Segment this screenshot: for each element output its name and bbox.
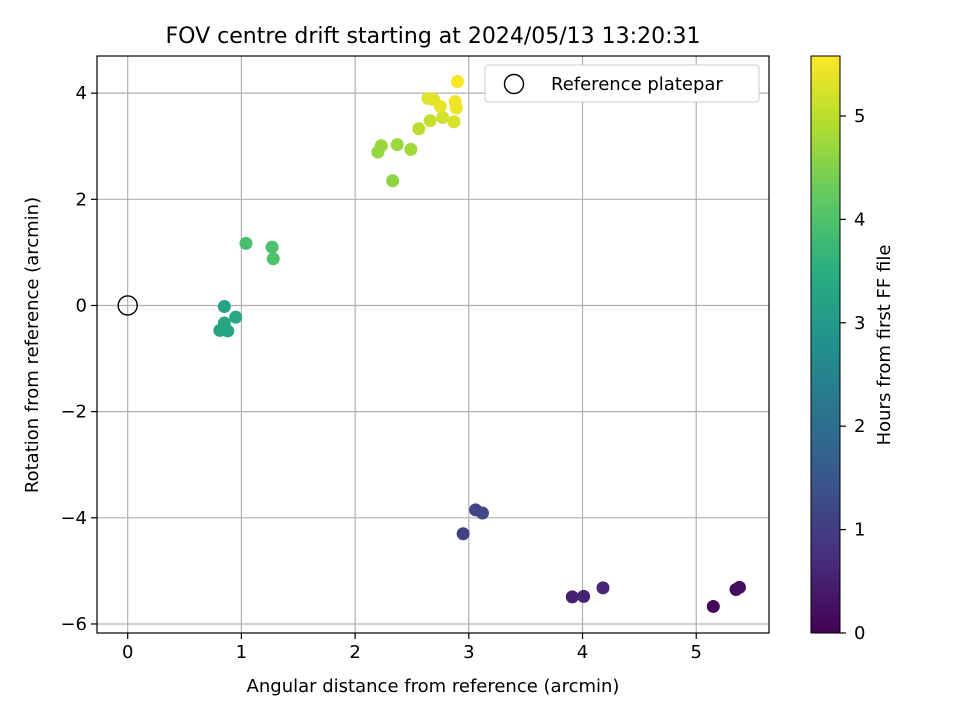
y-axis-label: Rotation from reference (arcmin) (22, 197, 43, 493)
colorbar-tick-label: 3 (854, 313, 865, 334)
data-point (436, 111, 450, 125)
x-tick-label: 3 (463, 642, 474, 663)
y-tick-label: −6 (60, 614, 87, 635)
data-point (229, 310, 243, 324)
y-tick-label: 2 (76, 189, 87, 210)
data-point (450, 74, 464, 88)
data-point (706, 599, 720, 613)
data-points (213, 74, 746, 613)
reference-marker-group (117, 295, 138, 316)
data-point (239, 236, 253, 250)
data-point (412, 122, 426, 136)
data-point (390, 138, 404, 152)
data-point (404, 142, 418, 156)
data-point (732, 580, 746, 594)
colorbar-tick-label: 5 (854, 106, 865, 127)
y-tick-label: −4 (60, 508, 87, 529)
data-point (565, 590, 579, 604)
x-axis-ticks: 0 1 2 3 4 5 (122, 633, 702, 663)
x-tick-label: 1 (236, 642, 247, 663)
chart-title: FOV centre drift starting at 2024/05/13 … (166, 24, 701, 49)
x-tick-label: 5 (691, 642, 702, 663)
data-point (475, 506, 489, 520)
legend-open-circle-marker (503, 73, 525, 95)
reference-platepar-marker (117, 295, 138, 316)
legend-box (484, 64, 760, 103)
y-tick-label: 4 (76, 83, 87, 104)
colorbar-tick-label: 0 (854, 623, 865, 644)
data-point (447, 115, 461, 129)
gridlines (97, 56, 769, 633)
data-point (386, 174, 400, 188)
data-point (577, 589, 591, 603)
colorbar-tick-label: 2 (854, 416, 865, 437)
x-tick-label: 0 (122, 642, 133, 663)
data-point (221, 324, 235, 338)
data-point (265, 240, 279, 254)
x-tick-label: 2 (349, 642, 360, 663)
colorbar-ticks: 0 1 2 3 4 5 (840, 106, 865, 644)
colorbar (810, 55, 841, 634)
data-point (374, 139, 388, 153)
colorbar-tick-label: 4 (854, 209, 865, 230)
y-tick-label: −2 (60, 402, 87, 423)
y-axis-ticks: −6 −4 −2 0 2 4 (60, 83, 97, 635)
legend: Reference platepar (484, 64, 760, 103)
data-point (217, 300, 231, 314)
legend-entry-label: Reference platepar (551, 74, 723, 95)
x-tick-label: 4 (577, 642, 588, 663)
colorbar-label: Hours from first FF file (874, 245, 895, 446)
plot-frame (96, 55, 770, 634)
colorbar-tick-label: 1 (854, 520, 865, 541)
data-point (423, 114, 437, 128)
data-point (456, 527, 470, 541)
data-point (449, 101, 463, 115)
data-point (596, 581, 610, 595)
data-point (433, 99, 447, 113)
x-axis-label: Angular distance from reference (arcmin) (247, 676, 620, 697)
data-point (266, 252, 280, 266)
y-tick-label: 0 (76, 295, 87, 316)
